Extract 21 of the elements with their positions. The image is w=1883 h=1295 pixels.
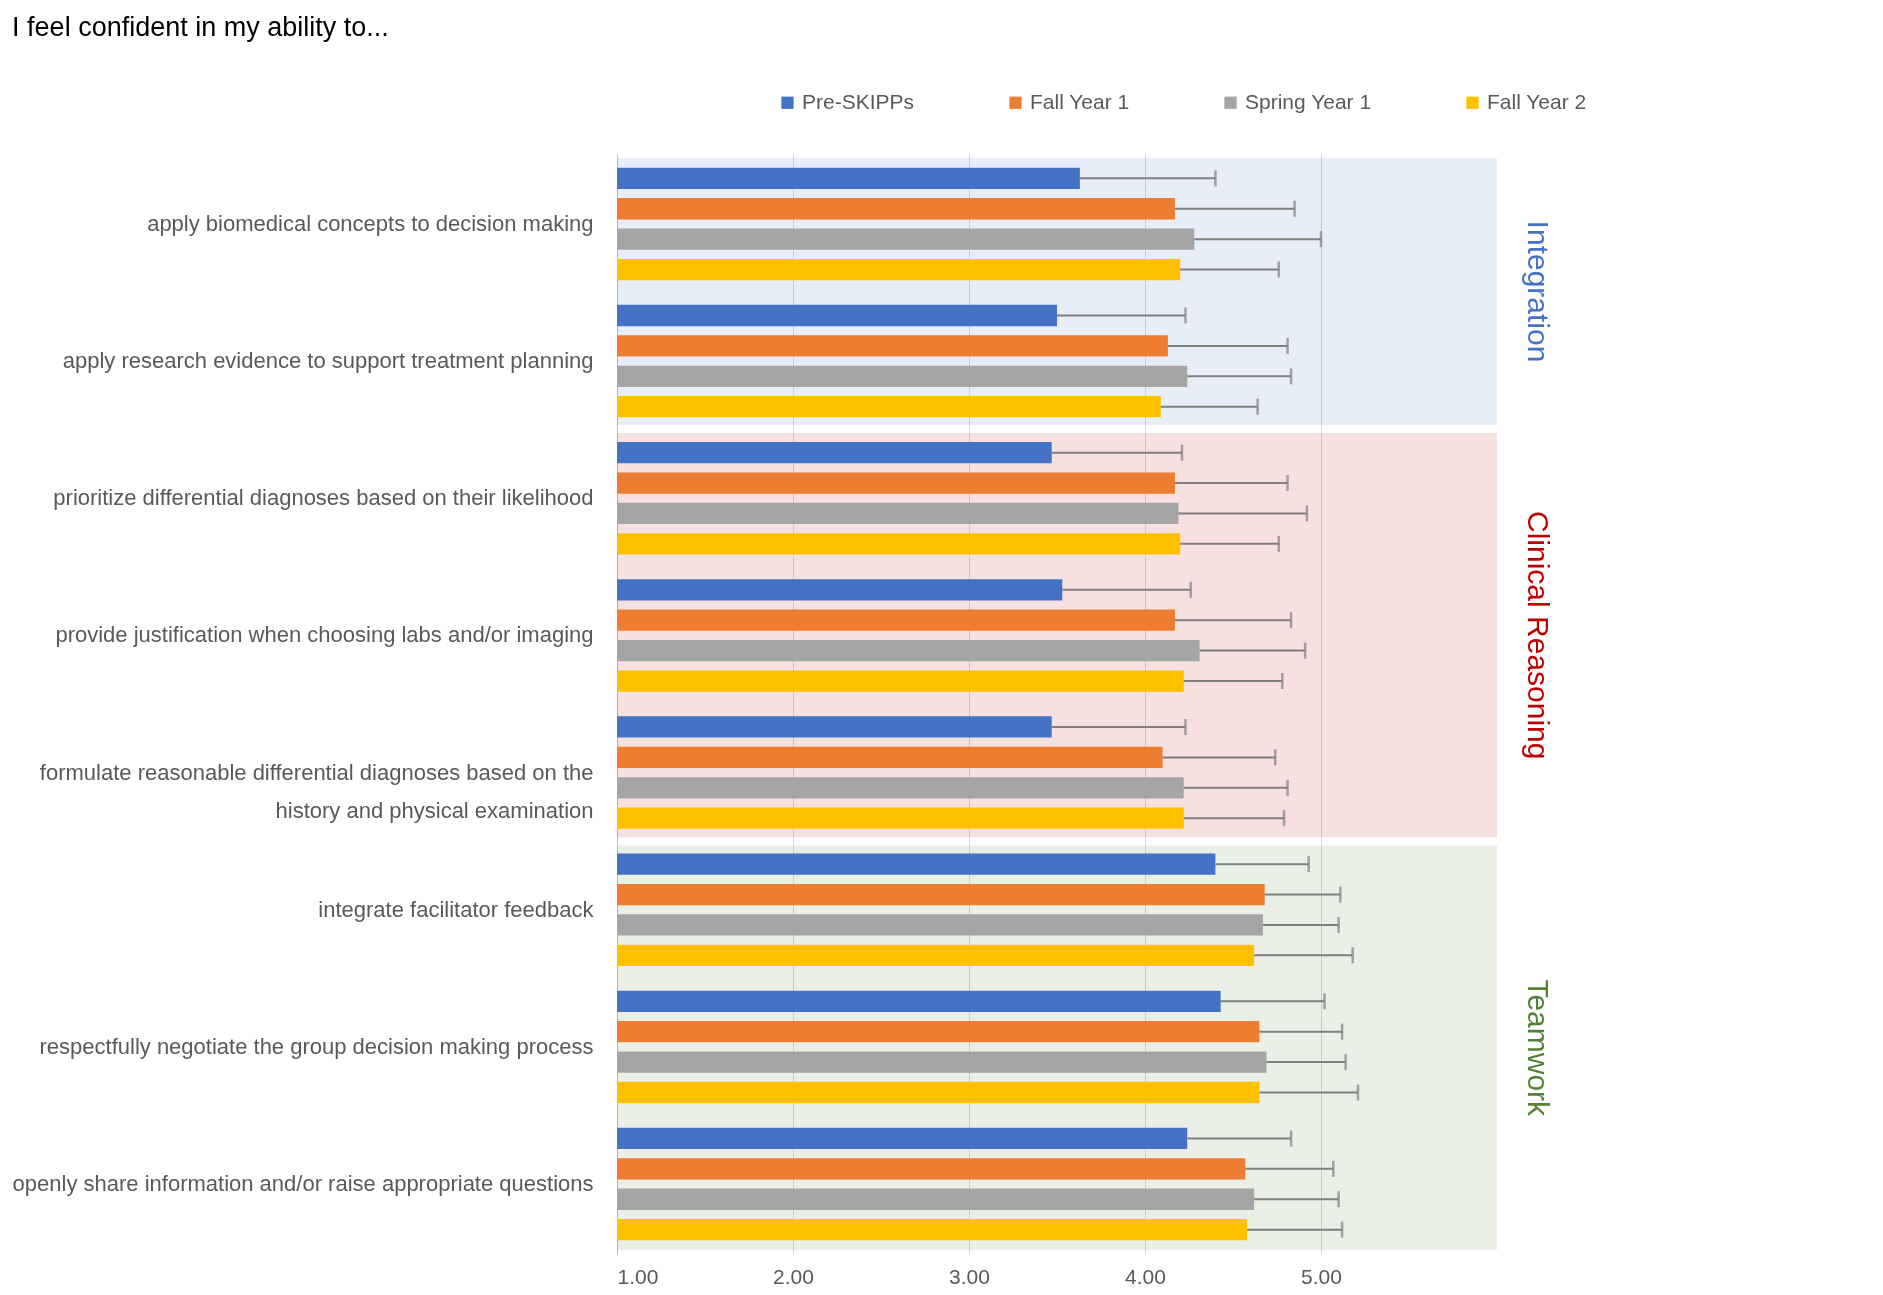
band-label: Teamwork — [1522, 979, 1555, 1118]
band-label: Integration — [1522, 220, 1555, 363]
y-tick-label: respectfully negotiate the group decision making process — [39, 1033, 594, 1059]
y-tick-label: formulate reasonable differential diagnoses based on the history and physical examination — [39, 759, 594, 823]
y-tick-label: prioritize differential diagnoses based on their likelihood — [53, 485, 594, 511]
y-tick-label: apply research evidence to support treatment planning — [62, 348, 594, 374]
y-tick-label: apply biomedical concepts to decision making — [147, 210, 594, 236]
band-label: Clinical Reasoning — [1522, 511, 1555, 760]
legend-label: Fall Year 1 — [1030, 89, 1130, 113]
legend-label: Spring Year 1 — [1245, 89, 1372, 113]
legend-label: Fall Year 2 — [1487, 89, 1587, 113]
x-tick-label: 1.00 — [617, 1264, 659, 1288]
x-tick-label: 3.00 — [949, 1264, 990, 1288]
y-tick-label: openly share information and/or raise appropriate questions — [12, 1171, 594, 1197]
x-tick-label: 2.00 — [773, 1264, 814, 1288]
text: I feel confident in my ability to... — [12, 12, 389, 42]
x-tick-label: 4.00 — [1125, 1264, 1166, 1288]
x-tick-label: 5.00 — [1301, 1264, 1342, 1288]
legend-label: Pre-SKIPPs — [802, 89, 915, 113]
y-tick-label: integrate facilitator feedback — [318, 896, 595, 922]
y-tick-label: provide justification when choosing labs and/or imaging — [55, 622, 594, 648]
